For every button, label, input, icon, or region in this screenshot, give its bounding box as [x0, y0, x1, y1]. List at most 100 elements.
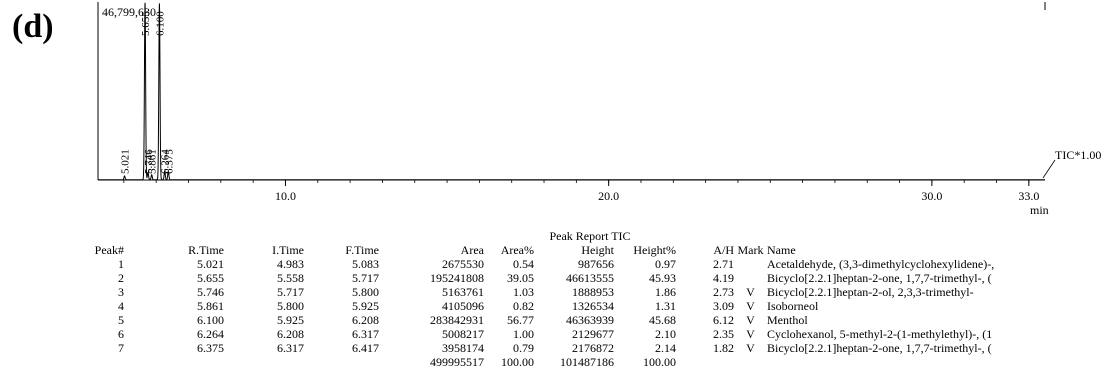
mark: V [746, 313, 755, 327]
peak-label: 6.264 [160, 149, 172, 174]
i-time: 5.925 [277, 313, 304, 327]
r-time: 5.021 [197, 257, 224, 271]
height: 46613555 [566, 271, 614, 285]
plot-frame [97, 2, 1056, 181]
i-time: 6.317 [277, 341, 304, 355]
table-row: 5 6.100 5.925 6.208 283842931 56.77 46363939 45… [80, 313, 1018, 327]
r-time: 6.100 [197, 313, 224, 327]
area-pct: 56.77 [507, 313, 534, 327]
f-time: 6.417 [352, 341, 379, 355]
mark: V [746, 327, 755, 341]
x-axis-ticks: 10.0 20.0 30.0 33.0 [123, 180, 1039, 203]
mark: V [746, 299, 755, 313]
area: 3958174 [442, 341, 484, 355]
mark: V [746, 285, 755, 299]
tic-trace-line [98, 2, 1045, 181]
f-time: 5.717 [352, 271, 379, 285]
area: 5008217 [442, 327, 484, 341]
x-tick-label: 33.0 [1018, 189, 1039, 203]
r-time: 5.746 [197, 285, 224, 299]
height-pct: 45.93 [649, 271, 676, 285]
table-row: 1 5.021 4.983 5.083 2675530 0.54 987656 0.97 2.7… [80, 257, 1018, 271]
height: 46363939 [566, 313, 614, 327]
a-h: 6.12 [713, 313, 734, 327]
totals-row: 499995517 100.00 101487186 100.00 [80, 355, 1018, 369]
table-row: 3 5.746 5.717 5.800 5163761 1.03 1888953 1.86 2.… [80, 285, 1018, 299]
height: 2176872 [572, 341, 614, 355]
col-area: Area [460, 243, 484, 257]
a-h: 1.82 [713, 341, 734, 355]
height: 2129677 [572, 327, 614, 341]
table-row: 6 6.264 6.208 6.317 5008217 1.00 2129677 2.10 2.… [80, 327, 1018, 341]
area: 283842931 [430, 313, 484, 327]
f-time: 5.800 [352, 285, 379, 299]
i-time: 6.208 [277, 327, 304, 341]
peak-number: 7 [118, 341, 124, 355]
a-h: 2.35 [713, 327, 734, 341]
peak-label: 6.375 [163, 149, 175, 174]
col-itime: I.Time [272, 243, 304, 257]
height-pct: 1.31 [655, 299, 676, 313]
i-time: 4.983 [277, 257, 304, 271]
peak-label: 5.021 [120, 149, 132, 174]
height: 1888953 [572, 285, 614, 299]
peak-number: 3 [118, 285, 124, 299]
area-pct: 1.03 [513, 285, 534, 299]
total-height: 101487186 [560, 355, 614, 369]
col-ah: A/H [713, 243, 734, 257]
compound-name: Bicyclo[2.2.1]heptan-2-one, 1,7,7-trimet… [767, 341, 1018, 355]
f-time: 5.925 [352, 299, 379, 313]
peak-report-table: Peak# R.Time I.Time F.Time Area Area% He… [80, 243, 1018, 369]
peak-number: 2 [118, 271, 124, 285]
col-peak: Peak# [94, 243, 124, 257]
table-row: 4 5.861 5.800 5.925 4105096 0.82 1326534 1.31 3.… [80, 299, 1018, 313]
area-pct: 39.05 [507, 271, 534, 285]
col-mark: Mark [737, 243, 764, 257]
height-pct: 2.14 [655, 341, 676, 355]
trace-label-leader [1042, 159, 1056, 179]
peak-label: 5.655 [140, 11, 152, 36]
area: 2675530 [442, 257, 484, 271]
height-pct: 1.86 [655, 285, 676, 299]
col-ftime: F.Time [345, 243, 379, 257]
compound-name: Menthol [767, 313, 1018, 327]
total-area-pct: 100.00 [501, 355, 534, 369]
compound-name-text: Acetaldehyde, (3,3-dimethylcyclohexylide… [767, 257, 995, 271]
area: 195241808 [430, 271, 484, 285]
area: 5163761 [442, 285, 484, 299]
panel-label: (d) [12, 8, 54, 45]
table-row: 7 6.375 6.317 6.417 3958174 0.79 2176872 2.14 1.… [80, 341, 1018, 355]
mark [734, 257, 767, 271]
total-height-pct: 100.00 [643, 355, 676, 369]
report-title: Peak Report TIC [549, 229, 631, 243]
a-h: 2.73 [713, 285, 734, 299]
tic-trace [98, 2, 1045, 181]
area-pct: 0.79 [513, 341, 534, 355]
r-time: 6.375 [197, 341, 224, 355]
peak-number: 1 [118, 257, 124, 271]
compound-name: Isoborneol [767, 299, 1018, 313]
height: 1326534 [572, 299, 614, 313]
a-h: 3.09 [713, 299, 734, 313]
peak-label: 5.746 [143, 149, 155, 174]
area-pct: 0.54 [513, 257, 534, 271]
f-time: 5.083 [352, 257, 379, 271]
col-height: Height [581, 243, 614, 257]
total-area: 499995517 [430, 355, 484, 369]
mark [734, 271, 767, 285]
height-pct: 45.68 [649, 313, 676, 327]
compound-name: Cyclohexanol, 5-methyl-2-(1-methylethyl)… [767, 327, 1018, 341]
a-h: 4.19 [713, 271, 734, 285]
x-tick-label: 10.0 [275, 189, 296, 203]
i-time: 5.717 [277, 285, 304, 299]
r-time: 6.264 [197, 327, 224, 341]
mark: V [746, 341, 755, 355]
peak-number: 5 [118, 313, 124, 327]
x-unit-label: min [1030, 203, 1049, 217]
area: 4105096 [442, 299, 484, 313]
f-time: 6.208 [352, 313, 379, 327]
compound-name: Bicyclo[2.2.1]heptan-2-one, 1,7,7-trimet… [767, 271, 1018, 285]
compound-name-text: Bicyclo[2.2.1]heptan-2-ol, 2,3,3-trimeth… [767, 285, 974, 299]
